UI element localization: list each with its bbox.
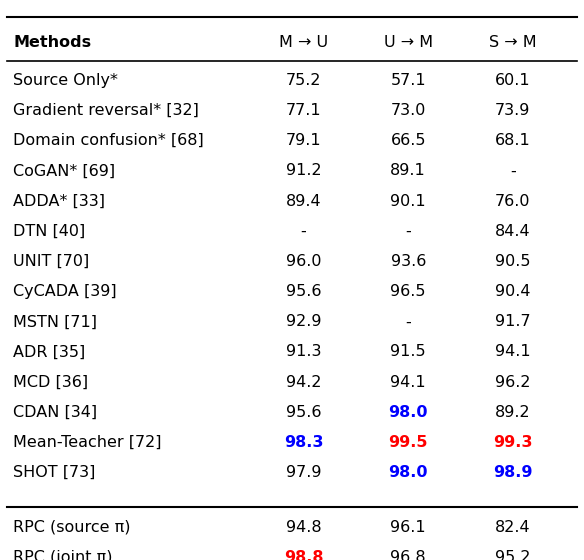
Text: 90.1: 90.1 xyxy=(391,194,426,208)
Text: 60.1: 60.1 xyxy=(495,73,531,88)
Text: 79.1: 79.1 xyxy=(286,133,321,148)
Text: 75.2: 75.2 xyxy=(286,73,321,88)
Text: 91.7: 91.7 xyxy=(495,314,531,329)
Text: CDAN [34]: CDAN [34] xyxy=(13,405,97,420)
Text: 98.9: 98.9 xyxy=(493,465,533,480)
Text: 57.1: 57.1 xyxy=(391,73,426,88)
Text: 89.4: 89.4 xyxy=(286,194,321,208)
Text: CyCADA [39]: CyCADA [39] xyxy=(13,284,117,299)
Text: UNIT [70]: UNIT [70] xyxy=(13,254,89,269)
Text: 92.9: 92.9 xyxy=(286,314,321,329)
Text: 96.8: 96.8 xyxy=(391,550,426,560)
Text: 93.6: 93.6 xyxy=(391,254,426,269)
Text: U → M: U → M xyxy=(384,35,433,50)
Text: Mean-Teacher [72]: Mean-Teacher [72] xyxy=(13,435,162,450)
Text: -: - xyxy=(405,224,411,239)
Text: 94.1: 94.1 xyxy=(391,375,426,390)
Text: 76.0: 76.0 xyxy=(495,194,531,208)
Text: RPC (joint π): RPC (joint π) xyxy=(13,550,113,560)
Text: 91.3: 91.3 xyxy=(286,344,321,360)
Text: 96.1: 96.1 xyxy=(391,520,426,534)
Text: 82.4: 82.4 xyxy=(495,520,531,534)
Text: -: - xyxy=(405,314,411,329)
Text: Methods: Methods xyxy=(13,35,91,50)
Text: 94.2: 94.2 xyxy=(286,375,321,390)
Text: 84.4: 84.4 xyxy=(495,224,531,239)
Text: Source Only*: Source Only* xyxy=(13,73,118,88)
Text: ADR [35]: ADR [35] xyxy=(13,344,85,360)
Text: 94.1: 94.1 xyxy=(495,344,531,360)
Text: 73.9: 73.9 xyxy=(495,103,530,118)
Text: 89.1: 89.1 xyxy=(390,164,426,179)
Text: 97.9: 97.9 xyxy=(286,465,321,480)
Text: 90.5: 90.5 xyxy=(495,254,531,269)
Text: CoGAN* [69]: CoGAN* [69] xyxy=(13,164,115,179)
Text: 95.2: 95.2 xyxy=(495,550,531,560)
Text: Gradient reversal* [32]: Gradient reversal* [32] xyxy=(13,103,199,118)
Text: 66.5: 66.5 xyxy=(391,133,426,148)
Text: M → U: M → U xyxy=(279,35,328,50)
Text: 98.0: 98.0 xyxy=(388,405,428,420)
Text: 68.1: 68.1 xyxy=(495,133,531,148)
Text: 91.2: 91.2 xyxy=(286,164,321,179)
Text: -: - xyxy=(510,164,516,179)
Text: 99.5: 99.5 xyxy=(388,435,428,450)
Text: ADDA* [33]: ADDA* [33] xyxy=(13,194,105,208)
Text: MCD [36]: MCD [36] xyxy=(13,375,88,390)
Text: 98.0: 98.0 xyxy=(388,465,428,480)
Text: 95.6: 95.6 xyxy=(286,405,321,420)
Text: RPC (source π): RPC (source π) xyxy=(13,520,130,534)
Text: 73.0: 73.0 xyxy=(391,103,426,118)
Text: 94.8: 94.8 xyxy=(286,520,321,534)
Text: DTN [40]: DTN [40] xyxy=(13,224,85,239)
Text: 95.6: 95.6 xyxy=(286,284,321,299)
Text: S → M: S → M xyxy=(489,35,537,50)
Text: 99.3: 99.3 xyxy=(493,435,533,450)
Text: 98.3: 98.3 xyxy=(284,435,324,450)
Text: -: - xyxy=(301,224,307,239)
Text: 89.2: 89.2 xyxy=(495,405,531,420)
Text: Domain confusion* [68]: Domain confusion* [68] xyxy=(13,133,204,148)
Text: 98.8: 98.8 xyxy=(284,550,324,560)
Text: SHOT [73]: SHOT [73] xyxy=(13,465,95,480)
Text: 96.0: 96.0 xyxy=(286,254,321,269)
Text: MSTN [71]: MSTN [71] xyxy=(13,314,97,329)
Text: 96.5: 96.5 xyxy=(391,284,426,299)
Text: 91.5: 91.5 xyxy=(391,344,426,360)
Text: 90.4: 90.4 xyxy=(495,284,531,299)
Text: 77.1: 77.1 xyxy=(286,103,321,118)
Text: 96.2: 96.2 xyxy=(495,375,531,390)
